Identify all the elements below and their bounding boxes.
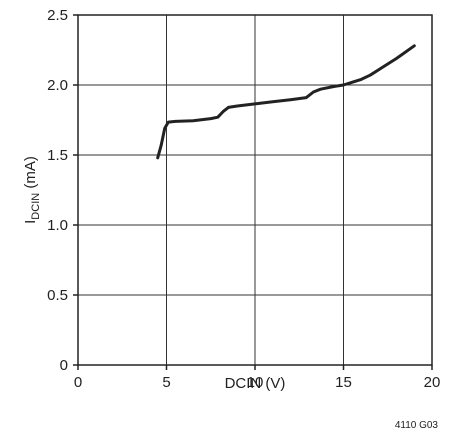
x-tick-label: 15 <box>335 374 352 391</box>
x-axis-title: DCIN (V) <box>225 375 286 392</box>
y-tick-label: 1.5 <box>47 147 68 164</box>
x-tick-label: 0 <box>74 374 82 391</box>
axis-ticks <box>73 14 433 370</box>
y-tick-label: 2.5 <box>47 7 68 24</box>
x-tick-label: 10 <box>247 374 264 391</box>
series-line <box>156 44 416 160</box>
y-axis-title: IDCIN (mA) <box>22 156 42 224</box>
y-tick-label: 0 <box>60 357 68 374</box>
y-tick-label: 1.0 <box>47 217 68 234</box>
x-tick-label: 20 <box>424 374 441 391</box>
x-tick-label: 5 <box>162 374 170 391</box>
grid-lines <box>78 15 432 365</box>
y-tick-label: 2.0 <box>47 77 68 94</box>
y-tick-label: 0.5 <box>47 287 68 304</box>
figure-id: 4110 G03 <box>395 420 439 431</box>
